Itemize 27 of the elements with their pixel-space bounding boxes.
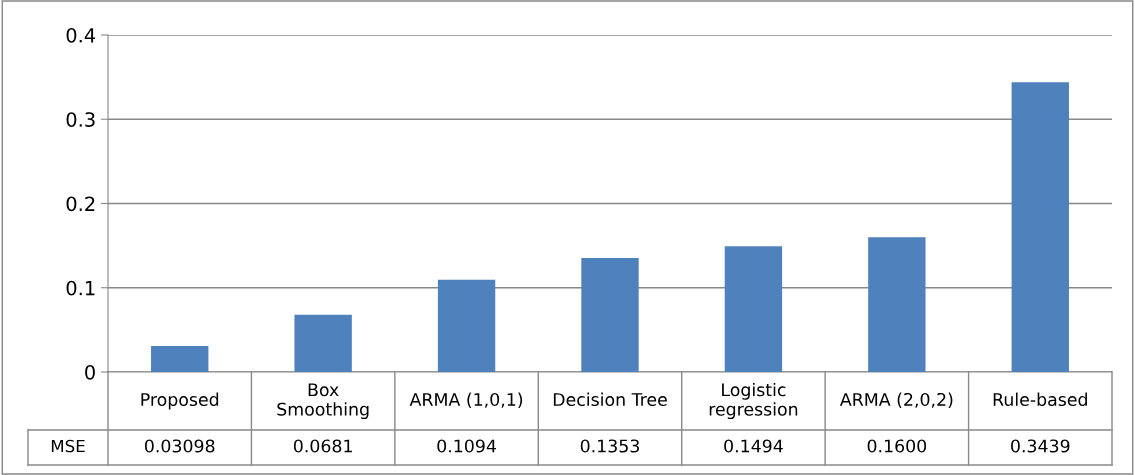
data-label: 0.1094 bbox=[437, 439, 496, 453]
data-label: 0.1494 bbox=[724, 439, 783, 453]
data-label: 0.03098 bbox=[144, 439, 215, 453]
data-label: 0.0681 bbox=[293, 439, 352, 453]
x-tick-label: Box Smoothing bbox=[277, 383, 369, 420]
y-tick-label: 0 bbox=[85, 364, 95, 380]
y-tick-label: 0.3 bbox=[66, 112, 95, 127]
bar bbox=[294, 314, 352, 372]
y-tick-label: 0.4 bbox=[66, 27, 96, 43]
y-tick-label: 0.1 bbox=[66, 280, 95, 296]
bar bbox=[437, 279, 496, 372]
x-tick-label: Decision Tree bbox=[553, 392, 667, 407]
y-tick-label: 0.2 bbox=[66, 196, 95, 212]
x-tick-label: ARMA (2,0,2) bbox=[839, 392, 953, 409]
bar bbox=[151, 345, 209, 372]
bar bbox=[724, 246, 783, 372]
text: MSE bbox=[51, 439, 85, 453]
bar bbox=[581, 258, 639, 372]
data-label: 0.1600 bbox=[867, 439, 927, 453]
x-tick-label: Logistic regression bbox=[709, 382, 798, 420]
bar bbox=[1011, 82, 1069, 372]
data-label: 0.3439 bbox=[1011, 439, 1070, 453]
x-tick-label: ARMA (1,0,1) bbox=[409, 392, 523, 409]
x-tick-label: Proposed bbox=[141, 392, 219, 410]
bar bbox=[868, 237, 926, 372]
data-label: 0.1353 bbox=[580, 439, 639, 453]
x-tick-label: Rule-based bbox=[993, 392, 1087, 407]
